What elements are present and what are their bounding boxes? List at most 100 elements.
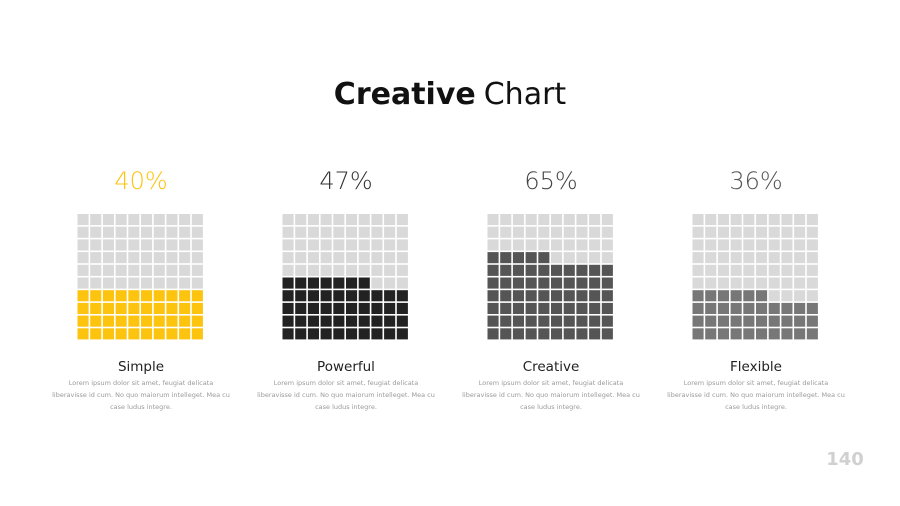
waffle-cell-empty [589, 226, 601, 238]
waffle-cell-empty [358, 239, 370, 251]
waffle-cell-empty [191, 252, 203, 264]
waffle-cell-filled [601, 328, 613, 340]
waffle-cell-filled [396, 290, 408, 302]
waffle-cell-empty [692, 277, 704, 289]
waffle-cell-filled [500, 328, 512, 340]
waffle-cell-filled [320, 277, 332, 289]
waffle-cell-empty [589, 252, 601, 264]
waffle-cell-empty [384, 252, 396, 264]
waffle-cell-empty [512, 214, 524, 226]
waffle-cell-empty [794, 214, 806, 226]
waffle-cell-filled [705, 315, 717, 327]
waffle-cell-filled [794, 302, 806, 314]
waffle-cell-filled [179, 302, 191, 314]
waffle-cell-empty [756, 226, 768, 238]
waffle-cell-empty [282, 252, 294, 264]
waffle-cell-empty [320, 264, 332, 276]
waffle-cell-empty [601, 252, 613, 264]
waffle-cell-empty [512, 239, 524, 251]
waffle-cell-filled [781, 302, 793, 314]
waffle-cell-filled [346, 290, 358, 302]
waffle-cell-empty [320, 239, 332, 251]
waffle-cell-filled [601, 315, 613, 327]
waffle-cell-empty [307, 264, 319, 276]
waffle-cell-filled [692, 328, 704, 340]
waffle-cell-filled [358, 315, 370, 327]
waffle-cell-empty [295, 264, 307, 276]
waffle-cell-empty [358, 226, 370, 238]
waffle-cell-filled [295, 315, 307, 327]
waffle-cell-empty [166, 226, 178, 238]
waffle-cell-empty [141, 239, 153, 251]
waffle-cell-empty [512, 226, 524, 238]
waffle-cell-empty [551, 239, 563, 251]
waffle-cell-empty [768, 239, 780, 251]
waffle-cell-empty [166, 252, 178, 264]
waffle-cell-filled [705, 302, 717, 314]
waffle-cell-empty [730, 239, 742, 251]
waffle-cell-empty [128, 226, 140, 238]
waffle-cell-filled [191, 290, 203, 302]
waffle-cell-empty [358, 264, 370, 276]
waffle-cell-empty [115, 226, 127, 238]
waffle-cell-filled [538, 315, 550, 327]
waffle-cell-filled [102, 315, 114, 327]
waffle-cell-filled [743, 315, 755, 327]
waffle-cell-empty [730, 226, 742, 238]
waffle-cell-empty [282, 226, 294, 238]
waffle-cell-filled [563, 290, 575, 302]
waffle-cell-empty [525, 239, 537, 251]
waffle-cell-empty [781, 264, 793, 276]
waffle-cell-filled [500, 315, 512, 327]
waffle-cell-filled [166, 290, 178, 302]
waffle-cell-empty [295, 239, 307, 251]
waffle-cell-empty [128, 214, 140, 226]
waffle-cell-filled [90, 315, 102, 327]
waffle-cell-filled [128, 328, 140, 340]
waffle-cell-empty [576, 226, 588, 238]
waffle-cell-empty [90, 226, 102, 238]
waffle-cell-empty [743, 264, 755, 276]
waffle-cell-empty [743, 226, 755, 238]
waffle-cell-filled [346, 315, 358, 327]
waffle-cell-filled [166, 302, 178, 314]
waffle-cell-empty [179, 264, 191, 276]
waffle-cell-empty [730, 214, 742, 226]
waffle-cell-filled [705, 328, 717, 340]
waffle-cell-empty [756, 264, 768, 276]
waffle-cell-empty [396, 252, 408, 264]
waffle-cell-empty [282, 264, 294, 276]
waffle-cell-empty [128, 264, 140, 276]
waffle-cell-filled [794, 315, 806, 327]
waffle-cell-empty [153, 239, 165, 251]
waffle-cell-empty [589, 239, 601, 251]
waffle-cell-empty [333, 214, 345, 226]
waffle-cell-empty [730, 277, 742, 289]
waffle-cell-empty [756, 277, 768, 289]
waffle-cell-filled [500, 264, 512, 276]
waffle-cell-empty [768, 252, 780, 264]
waffle-cell-filled [563, 277, 575, 289]
waffle-cell-empty [551, 214, 563, 226]
waffle-cell-empty [191, 239, 203, 251]
waffle-cell-empty [179, 226, 191, 238]
waffle-cell-filled [781, 328, 793, 340]
waffle-cell-empty [191, 264, 203, 276]
waffle-cell-filled [576, 302, 588, 314]
waffle-cell-filled [371, 328, 383, 340]
waffle-cell-filled [589, 315, 601, 327]
waffle-cell-empty [794, 290, 806, 302]
waffle-cell-empty [705, 277, 717, 289]
waffle-cell-filled [307, 315, 319, 327]
waffle-cell-filled [141, 290, 153, 302]
waffle-cell-filled [692, 315, 704, 327]
waffle-cell-filled [115, 315, 127, 327]
waffle-cell-empty [396, 264, 408, 276]
waffle-cell-empty [102, 264, 114, 276]
waffle-cell-filled [589, 290, 601, 302]
waffle-cell-filled [346, 302, 358, 314]
waffle-cell-filled [538, 328, 550, 340]
waffle-cell-empty [768, 290, 780, 302]
waffle-cell-empty [396, 239, 408, 251]
waffle-cell-filled [551, 277, 563, 289]
